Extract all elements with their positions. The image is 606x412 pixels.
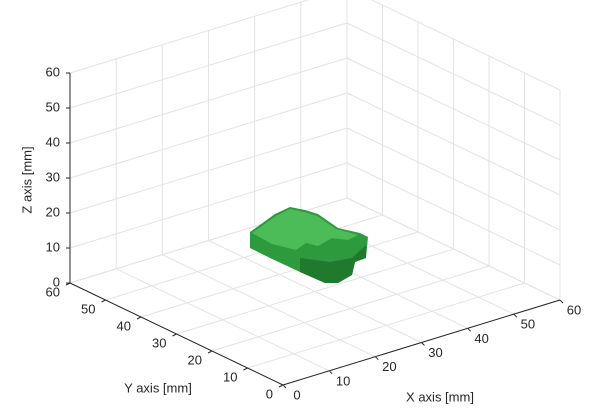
grid-line (346, 127, 561, 231)
x-axis-label: X axis [mm] (406, 389, 474, 404)
grid-line (69, 22, 348, 109)
grid-line (346, 197, 561, 301)
y-tick-label: 50 (81, 301, 95, 316)
tick-mark (207, 350, 213, 354)
grid-line (346, 162, 561, 266)
y-tick-label: 0 (266, 386, 273, 401)
x-tick-label: 30 (428, 345, 442, 360)
x-tick-label: 0 (293, 387, 300, 402)
tick-mark (421, 342, 425, 346)
x-tick-label: 40 (474, 331, 488, 346)
x-tick-label: 60 (567, 302, 581, 317)
grid-line (69, 0, 310, 74)
tick-mark (278, 384, 284, 388)
tick-mark (282, 384, 287, 389)
y-tick-label: 60 (46, 284, 60, 299)
tick-mark (172, 333, 177, 337)
labels: X axis [mm] Y axis [mm] Z axis [mm] 0 10 2… (19, 64, 581, 404)
grid-line (346, 92, 561, 196)
z-tick-label: 50 (46, 99, 60, 114)
grid-line (370, 0, 561, 91)
x-tick-label: 20 (382, 359, 396, 374)
axis-line (69, 282, 284, 386)
object-top (252, 209, 358, 250)
grid-line (69, 57, 348, 144)
tick-mark (467, 327, 472, 332)
grid-line (247, 282, 525, 369)
tick-mark (101, 299, 106, 303)
grid-line (69, 92, 348, 179)
x-tick-label: 50 (521, 317, 535, 332)
grid-line (140, 231, 419, 318)
y-tick-label: 10 (223, 369, 237, 384)
x-tick-label: 10 (336, 373, 350, 388)
z-tick-label: 10 (46, 239, 60, 254)
object-shadow (300, 245, 366, 283)
grid-line (69, 162, 348, 249)
y-tick-label: 40 (117, 318, 131, 333)
surface-object (250, 207, 368, 283)
grid (65, 0, 564, 389)
grid-line (69, 127, 348, 214)
z-tick-label: 30 (46, 169, 60, 184)
grid-line (176, 248, 454, 335)
y-tick-label: 30 (152, 335, 166, 350)
tick-mark (559, 299, 564, 304)
tick-mark (243, 367, 248, 371)
grid-line (346, 57, 561, 161)
y-tick-label: 20 (188, 352, 202, 367)
tick-mark (328, 370, 333, 375)
z-tick-label: 40 (46, 134, 60, 149)
tick-mark (136, 316, 142, 320)
grid-line (346, 22, 561, 126)
grid-line (211, 265, 490, 352)
z-tick-label: 60 (46, 64, 60, 79)
tick-mark (374, 356, 379, 361)
z-axis-label: Z axis [mm] (19, 146, 34, 213)
y-axis-label: Y axis [mm] (124, 380, 192, 395)
z-tick-label: 20 (46, 204, 60, 219)
axis-line (282, 299, 561, 386)
z-tick-label: 0 (53, 274, 60, 289)
tick-mark (513, 313, 518, 318)
